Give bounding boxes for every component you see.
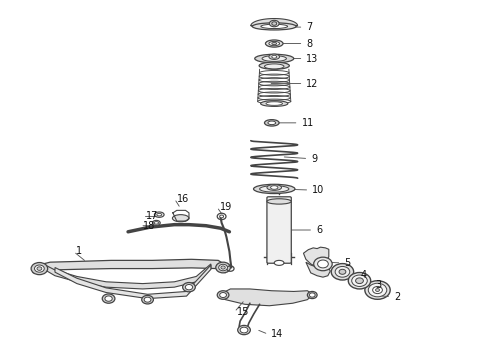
Ellipse shape [266, 102, 283, 105]
FancyBboxPatch shape [267, 197, 291, 263]
Ellipse shape [352, 275, 368, 287]
Ellipse shape [335, 266, 350, 277]
Text: 3: 3 [375, 280, 382, 291]
Ellipse shape [37, 267, 42, 270]
Text: 17: 17 [146, 211, 158, 221]
Ellipse shape [154, 222, 159, 224]
Ellipse shape [157, 213, 162, 216]
Ellipse shape [314, 257, 332, 271]
Ellipse shape [375, 289, 379, 292]
Polygon shape [251, 19, 297, 26]
Ellipse shape [238, 325, 250, 335]
Ellipse shape [309, 293, 315, 297]
Text: 1: 1 [76, 247, 82, 256]
Ellipse shape [105, 296, 112, 301]
Ellipse shape [270, 186, 278, 189]
Text: 4: 4 [361, 270, 367, 280]
Ellipse shape [217, 291, 229, 299]
Ellipse shape [331, 264, 354, 280]
Ellipse shape [272, 42, 277, 45]
Ellipse shape [348, 273, 371, 289]
Ellipse shape [220, 215, 223, 218]
Ellipse shape [252, 23, 296, 30]
Ellipse shape [142, 296, 153, 304]
Polygon shape [306, 262, 330, 277]
Ellipse shape [267, 185, 282, 190]
Ellipse shape [219, 264, 227, 271]
Ellipse shape [265, 120, 279, 126]
Polygon shape [55, 265, 211, 298]
Ellipse shape [272, 22, 277, 25]
Polygon shape [33, 259, 225, 273]
Text: 7: 7 [306, 22, 313, 32]
Ellipse shape [221, 266, 225, 269]
Ellipse shape [260, 186, 289, 192]
Text: 9: 9 [311, 154, 318, 163]
Text: 12: 12 [306, 78, 319, 89]
Ellipse shape [356, 278, 364, 284]
Text: 6: 6 [316, 225, 322, 235]
Ellipse shape [274, 260, 284, 265]
Ellipse shape [152, 220, 160, 225]
Text: 13: 13 [306, 54, 318, 64]
Ellipse shape [262, 56, 287, 62]
Ellipse shape [102, 294, 115, 303]
Ellipse shape [266, 40, 283, 47]
Ellipse shape [144, 297, 151, 302]
Ellipse shape [373, 287, 382, 294]
Ellipse shape [183, 283, 196, 292]
Ellipse shape [267, 199, 291, 204]
Text: 18: 18 [143, 221, 155, 231]
Text: 10: 10 [312, 185, 324, 195]
Ellipse shape [240, 327, 248, 333]
Ellipse shape [216, 262, 230, 273]
Ellipse shape [339, 269, 346, 274]
Ellipse shape [31, 262, 48, 275]
Text: 11: 11 [301, 118, 314, 128]
Ellipse shape [253, 184, 295, 194]
Ellipse shape [318, 260, 328, 268]
Ellipse shape [261, 24, 288, 28]
Ellipse shape [269, 54, 280, 59]
Ellipse shape [368, 283, 387, 297]
Ellipse shape [259, 62, 289, 69]
Ellipse shape [265, 64, 284, 69]
Ellipse shape [365, 281, 390, 299]
Text: 14: 14 [271, 329, 284, 339]
Ellipse shape [268, 121, 276, 125]
Ellipse shape [154, 212, 164, 217]
Ellipse shape [270, 20, 279, 27]
Polygon shape [45, 264, 211, 289]
Text: 5: 5 [344, 258, 351, 268]
Ellipse shape [307, 292, 317, 298]
Text: 8: 8 [306, 39, 313, 49]
Text: 2: 2 [394, 292, 400, 302]
Ellipse shape [269, 41, 280, 46]
Ellipse shape [261, 101, 288, 107]
Text: 15: 15 [237, 307, 249, 317]
Ellipse shape [220, 293, 226, 297]
Polygon shape [303, 247, 329, 266]
Polygon shape [218, 289, 313, 306]
Ellipse shape [255, 54, 294, 63]
Ellipse shape [172, 215, 189, 222]
Text: 19: 19 [220, 202, 232, 212]
Ellipse shape [185, 284, 193, 290]
Ellipse shape [34, 265, 44, 272]
Text: 16: 16 [177, 194, 190, 203]
Ellipse shape [272, 55, 277, 58]
